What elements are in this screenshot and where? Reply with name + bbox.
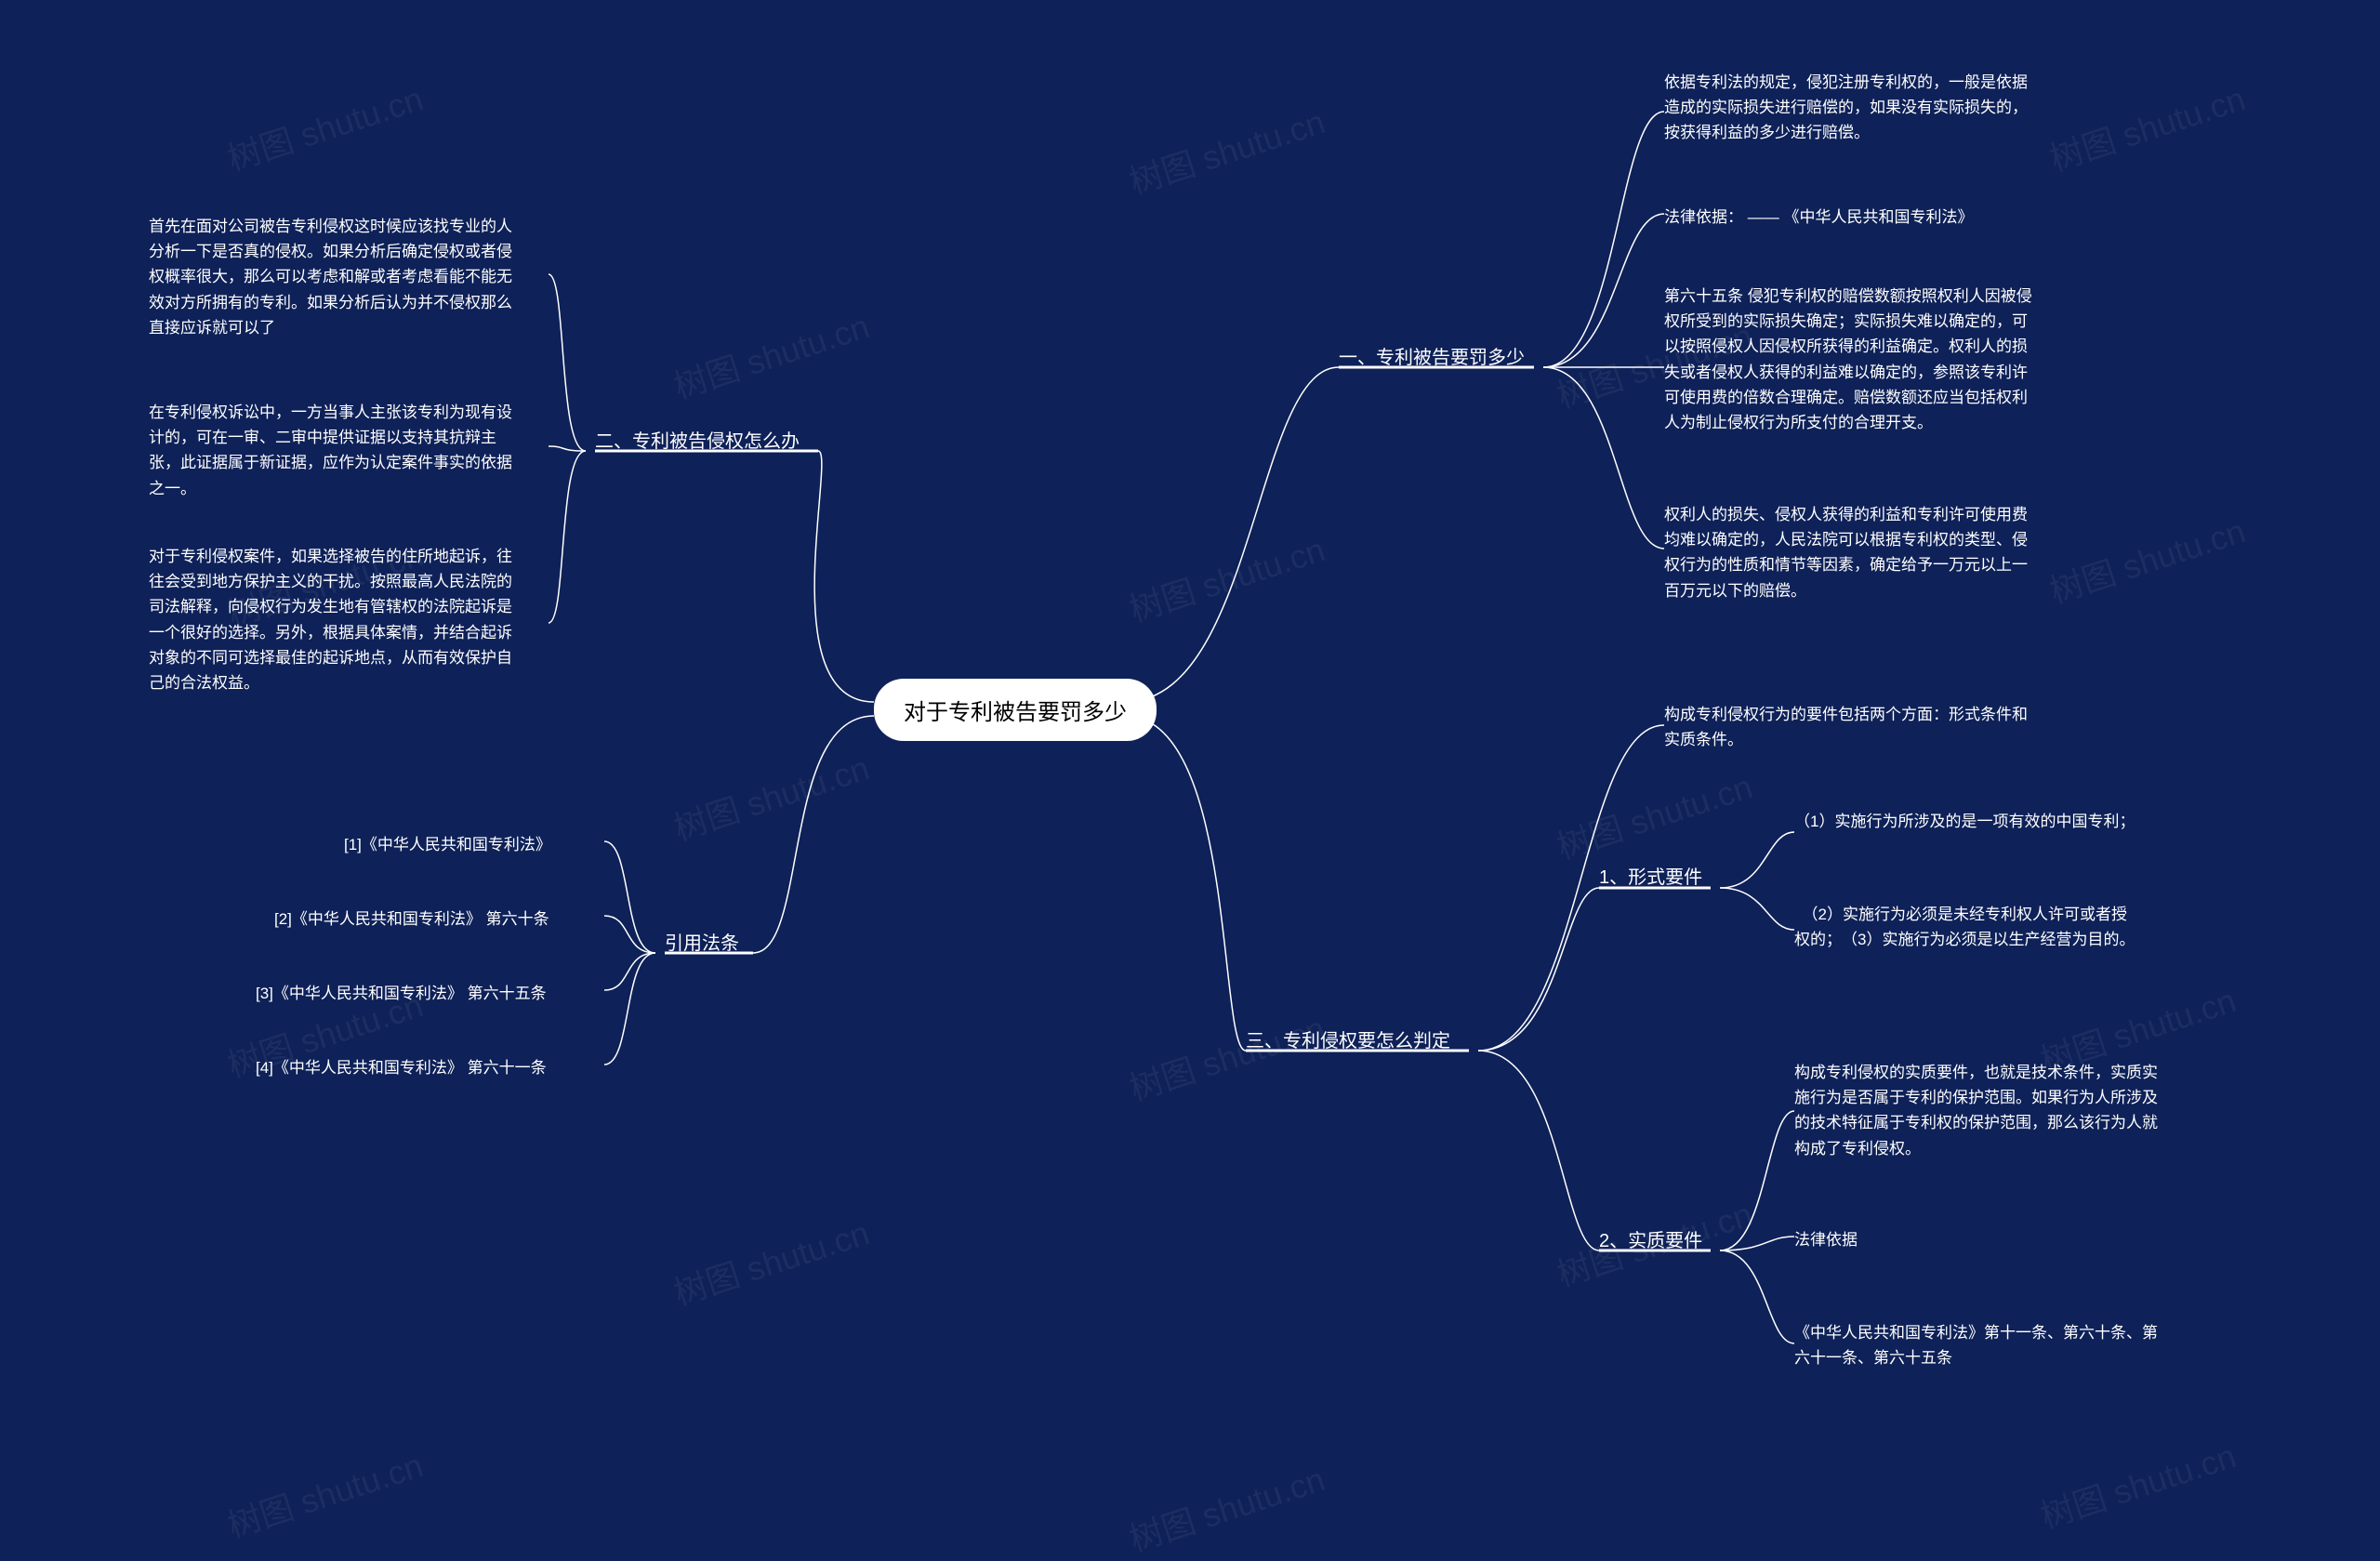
watermark: 树图 shutu.cn <box>220 1439 428 1548</box>
watermark: 树图 shutu.cn <box>2043 73 2250 181</box>
leaf-b1-2: 第六十五条 侵犯专利权的赔偿数额按照权利人因被侵权所受到的实际损失确定；实际损失… <box>1664 284 2036 435</box>
watermark: 树图 shutu.cn <box>1550 761 1757 869</box>
branch-3: 三、专利侵权要怎么判定 <box>1246 1025 1450 1052</box>
watermark: 树图 shutu.cn <box>1122 1002 1329 1111</box>
branch-4: 引用法条 <box>665 928 739 955</box>
leaf-b1-1: 法律依据： —— 《中华人民共和国专利法》 <box>1664 205 2036 230</box>
leaf-b4-0: [1]《中华人民共和国专利法》 <box>344 832 623 857</box>
watermark: 树图 shutu.cn <box>667 742 874 851</box>
watermark: 树图 shutu.cn <box>2043 505 2250 614</box>
leaf-b1-0: 依据专利法的规定，侵犯注册专利权的，一般是依据造成的实际损失进行赔偿的，如果没有… <box>1664 70 2036 146</box>
watermark: 树图 shutu.cn <box>2033 1430 2241 1539</box>
leaf-b2-2: 对于专利侵权案件，如果选择被告的住所地起诉，往往会受到地方保护主义的干扰。按照最… <box>149 544 521 695</box>
leaf-b3-s1-1: （2）实施行为必须是未经专利权人许可或者授权的； （3）实施行为必须是以生产经营… <box>1794 902 2138 952</box>
watermark: 树图 shutu.cn <box>667 1207 874 1316</box>
sub-3-1: 1、形式要件 <box>1599 862 1702 889</box>
leaf-b1-3: 权利人的损失、侵权人获得的利益和专利许可使用费均难以确定的，人民法院可以根据专利… <box>1664 502 2036 603</box>
leaf-b3-s2-2: 《中华人民共和国专利法》第十一条、第六十条、第六十一条、第六十五条 <box>1794 1320 2166 1370</box>
leaf-b4-1: [2]《中华人民共和国专利法》 第六十条 <box>274 906 609 932</box>
leaf-b4-2: [3]《中华人民共和国专利法》 第六十五条 <box>256 981 609 1006</box>
leaf-b3-s1-0: （1）实施行为所涉及的是一项有效的中国专利； <box>1794 809 2138 834</box>
branch-2: 二、专利被告侵权怎么办 <box>595 426 800 453</box>
watermark: 树图 shutu.cn <box>1122 1453 1329 1561</box>
leaf-b3-s2-0: 构成专利侵权的实质要件，也就是技术条件，实质实施行为是否属于专利的保护范围。如果… <box>1794 1060 2166 1161</box>
branch-1: 一、专利被告要罚多少 <box>1339 342 1525 369</box>
center-node: 对于专利被告要罚多少 <box>874 679 1157 741</box>
leaf-b4-3: [4]《中华人民共和国专利法》 第六十一条 <box>256 1055 609 1080</box>
watermark: 树图 shutu.cn <box>220 73 428 181</box>
watermark: 树图 shutu.cn <box>1122 523 1329 632</box>
watermark: 树图 shutu.cn <box>667 300 874 409</box>
sub-3-2: 2、实质要件 <box>1599 1225 1702 1252</box>
leaf-b2-1: 在专利侵权诉讼中，一方当事人主张该专利为现有设计的，可在一审、二审中提供证据以支… <box>149 400 521 501</box>
leaf-b3-s2-1: 法律依据 <box>1794 1227 1980 1252</box>
watermark: 树图 shutu.cn <box>1122 96 1329 205</box>
leaf-b2-0: 首先在面对公司被告专利侵权这时候应该找专业的人分析一下是否真的侵权。如果分析后确… <box>149 214 521 340</box>
leaf-b3-0: 构成专利侵权行为的要件包括两个方面：形式条件和实质条件。 <box>1664 702 2036 752</box>
